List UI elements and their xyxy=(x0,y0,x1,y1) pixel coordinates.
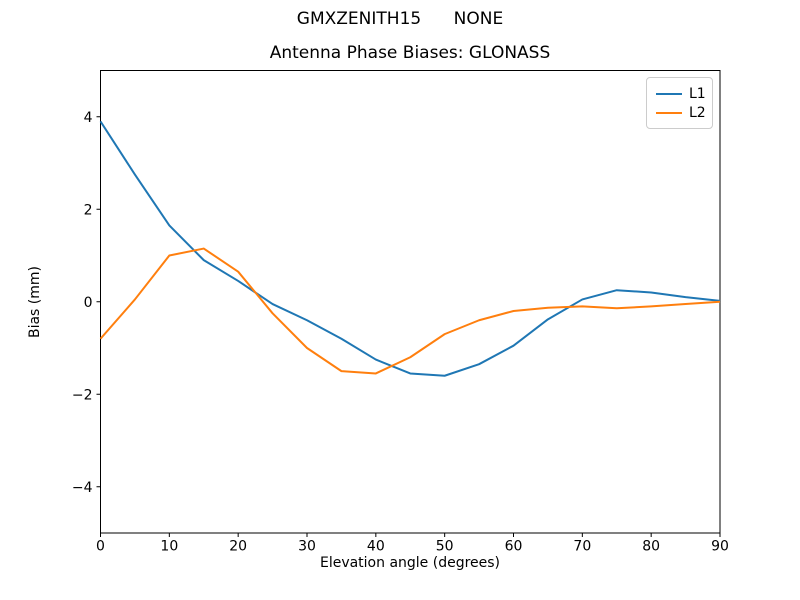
axes-title: Antenna Phase Biases: GLONASS xyxy=(269,43,551,63)
y-tick-label: 0 xyxy=(84,295,93,311)
legend-label-l1: L1 xyxy=(689,85,706,102)
y-tick-label: −4 xyxy=(72,480,93,496)
series-line-l2 xyxy=(99,247,721,375)
x-tick-label: 90 xyxy=(711,539,729,555)
figure-suptitle: GMXZENITH15 NONE xyxy=(296,9,504,29)
x-tick-label: 10 xyxy=(160,539,178,555)
y-tick-label: −2 xyxy=(72,387,93,403)
legend-label-l2: L2 xyxy=(689,104,706,121)
axes-frame xyxy=(100,70,721,534)
x-tick-label: 60 xyxy=(505,539,523,555)
x-tick-label: 40 xyxy=(367,539,385,555)
legend-line-sample-l2 xyxy=(656,111,682,114)
series-line-l1 xyxy=(99,120,721,377)
y-tick-label: 2 xyxy=(84,202,93,218)
legend-box: L1 L2 xyxy=(646,77,713,129)
y-axis-label: Bias (mm) xyxy=(27,265,43,339)
x-tick-label: 0 xyxy=(96,539,105,555)
x-tick-label: 20 xyxy=(229,539,247,555)
x-tick-label: 30 xyxy=(298,539,316,555)
x-tick-label: 50 xyxy=(436,539,454,555)
y-tick-label: 4 xyxy=(84,110,93,126)
x-tick-label: 80 xyxy=(642,539,660,555)
x-axis-label: Elevation angle (degrees) xyxy=(319,555,501,571)
legend-line-sample-l1 xyxy=(656,92,682,95)
legend-entry-l1: L1 xyxy=(656,84,706,103)
x-tick-label: 70 xyxy=(573,539,591,555)
legend-entry-l2: L2 xyxy=(656,103,706,122)
